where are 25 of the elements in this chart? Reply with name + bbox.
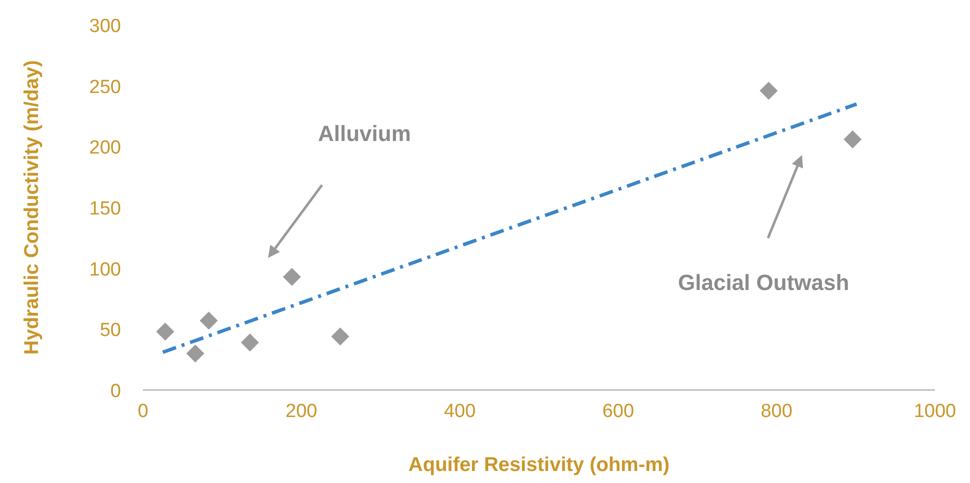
annotation: Alluvium [318, 121, 411, 146]
y-tick-label: 250 [89, 76, 121, 98]
y-tick-label: 100 [89, 259, 121, 280]
point [156, 322, 174, 341]
point [186, 344, 204, 362]
x-tick-label: 200 [286, 401, 318, 422]
point [200, 312, 218, 330]
y-axis-title: Hydraulic Conductivity (m/day) [21, 60, 43, 355]
x-axis-title: Aquifer Resistivity (ohm-m) [408, 454, 670, 476]
point [760, 82, 778, 100]
x-tick-label: 800 [760, 401, 792, 422]
y-tick-label: 0 [110, 381, 121, 402]
annotation: Glacial Outwash [678, 270, 850, 295]
point [240, 334, 259, 352]
point [331, 327, 350, 346]
point [844, 130, 862, 148]
x-tick-label: 0 [138, 401, 148, 422]
y-tick-label: 150 [89, 198, 121, 220]
y-tick-label: 300 [89, 16, 121, 37]
y-tick-label: 200 [89, 138, 121, 159]
x-tick-label: 600 [602, 401, 634, 422]
y-tick-label: 50 [100, 320, 121, 342]
x-tick-label: 400 [444, 401, 476, 422]
x-tick-label: 1000 [914, 401, 956, 422]
point [282, 268, 301, 286]
